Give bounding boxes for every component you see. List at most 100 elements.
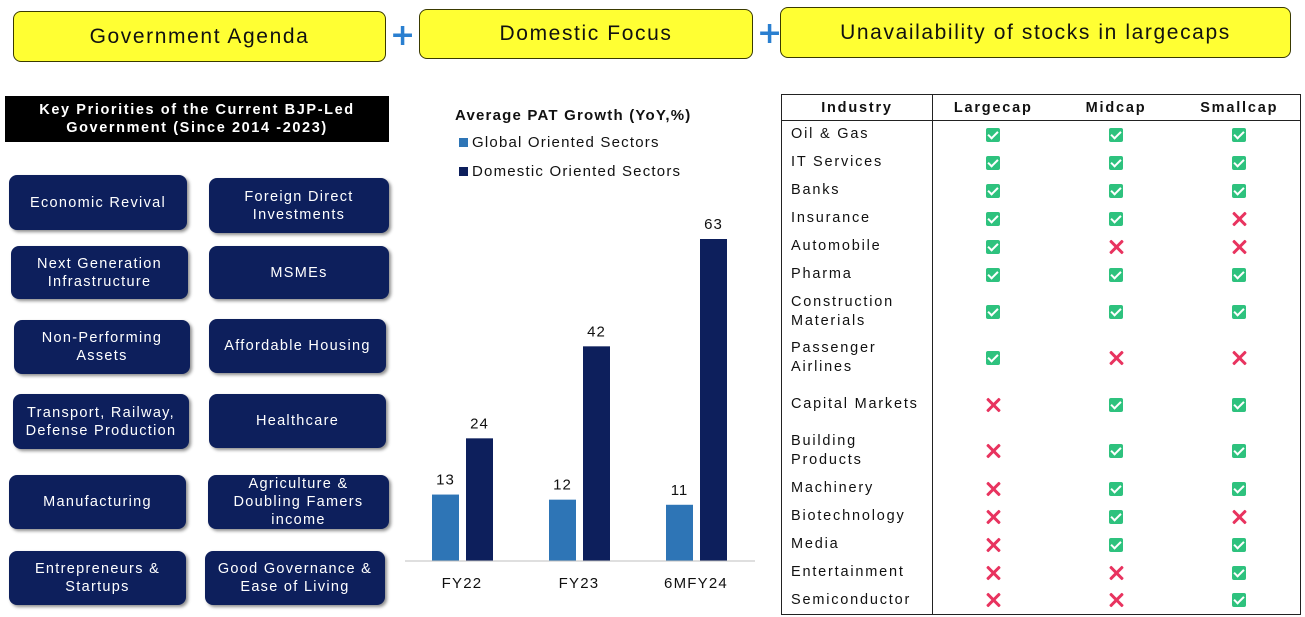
bar [549,499,576,561]
availability-cell [1054,177,1179,205]
industry-name: Construction Materials [781,288,933,335]
availability-cell [1054,261,1179,289]
priority-tile-agriculture: Agriculture & Doubling Famers income [208,475,389,529]
header-industry: Industry [781,94,933,121]
cross-icon [985,481,1001,497]
cross-icon [985,537,1001,553]
availability-cell [1054,428,1179,475]
table-row: Entertainment [781,558,1301,587]
data-label: 63 [704,216,723,233]
industry-name: Banks [781,176,933,205]
cross-icon [985,443,1001,459]
industry-name: Biotechnology [781,502,933,531]
availability-cell [1179,177,1301,205]
check-icon [1232,481,1247,496]
table-row: Building Products [781,428,1301,475]
industry-name: Building Products [781,428,933,475]
availability-cell [933,121,1054,149]
industry-name: Semiconductor [781,586,933,615]
cross-icon [1231,350,1247,366]
availability-cell [1179,382,1301,429]
check-icon [986,211,1001,226]
x-tick-label: FY23 [559,575,600,592]
check-icon [1109,397,1123,412]
table-row: Biotechnology [781,502,1301,531]
check-icon [1109,155,1123,170]
availability-cell [933,233,1054,261]
availability-cell [933,205,1054,233]
check-icon [1232,183,1247,198]
availability-cell [1054,382,1179,429]
availability-cell [1179,428,1301,475]
plus-icon: + [757,16,783,51]
availability-cell [1179,531,1301,559]
availability-cell [1054,149,1179,177]
availability-cell [1054,233,1179,261]
availability-cell [933,382,1054,429]
table-row: Construction Materials [781,288,1301,336]
check-icon [1232,593,1247,608]
check-icon [986,267,1001,282]
check-icon [1232,397,1247,412]
banner-stock-unavailability: Unavailability of stocks in largecaps [780,7,1291,58]
cross-icon [1108,350,1124,366]
availability-cell [933,261,1054,289]
availability-cell [1179,289,1301,336]
table-row: Passenger Airlines [781,335,1301,382]
availability-cell [1179,233,1301,261]
industry-name: Insurance [781,204,933,233]
availability-cell [1179,475,1301,503]
cross-icon [985,592,1001,608]
priority-tile-manufacturing: Manufacturing [9,475,186,529]
availability-cell [933,428,1054,475]
check-icon [1109,481,1123,496]
x-tick-label: 6MFY24 [664,575,728,592]
table-row: Pharma [781,260,1301,289]
availability-cell [1054,289,1179,336]
cross-icon [1108,565,1124,581]
industry-name: Pharma [781,260,933,289]
availability-cell [1179,587,1301,615]
availability-cell [933,531,1054,559]
priorities-title: Key Priorities of the Current BJP-Led Go… [5,96,389,142]
availability-cell [1179,149,1301,177]
table-row: Automobile [781,232,1301,261]
plus-icon: + [390,18,416,53]
table-row: Oil & Gas [781,120,1301,149]
priority-tile-economic-revival: Economic Revival [9,175,187,230]
availability-cell [1179,503,1301,531]
priority-tile-affordable-housing: Affordable Housing [209,319,386,373]
availability-cell [933,177,1054,205]
check-icon [1109,183,1123,198]
availability-cell [1054,531,1179,559]
priority-tile-healthcare: Healthcare [209,394,386,448]
table-row: Insurance [781,204,1301,233]
check-icon [1109,127,1123,142]
availability-cell [933,559,1054,587]
table-row: Capital Markets [781,381,1301,429]
legend-swatch [459,138,468,147]
check-icon [1109,444,1123,459]
cross-icon [1108,239,1124,255]
check-icon [1232,127,1247,142]
check-icon [1232,565,1247,580]
bar [432,494,459,561]
check-icon [1232,267,1247,282]
cross-icon [1231,509,1247,525]
availability-cell [1054,503,1179,531]
availability-cell [1179,559,1301,587]
cross-icon [1231,211,1247,227]
data-label: 24 [470,415,489,432]
pat-growth-chart: Average PAT Growth (YoY,%) Global Orient… [405,107,755,592]
header-largecap: Largecap [932,94,1054,121]
banner-government-agenda: Government Agenda [13,11,386,62]
table-row: Media [781,530,1301,559]
industry-name: Entertainment [781,558,933,587]
check-icon [1109,509,1123,524]
check-icon [1109,537,1123,552]
check-icon [986,304,1001,319]
priority-tile-transport-defense: Transport, Railway, Defense Production [13,394,189,449]
header-smallcap: Smallcap [1178,94,1301,121]
x-tick-label: FY22 [442,575,483,592]
bar [700,239,727,561]
